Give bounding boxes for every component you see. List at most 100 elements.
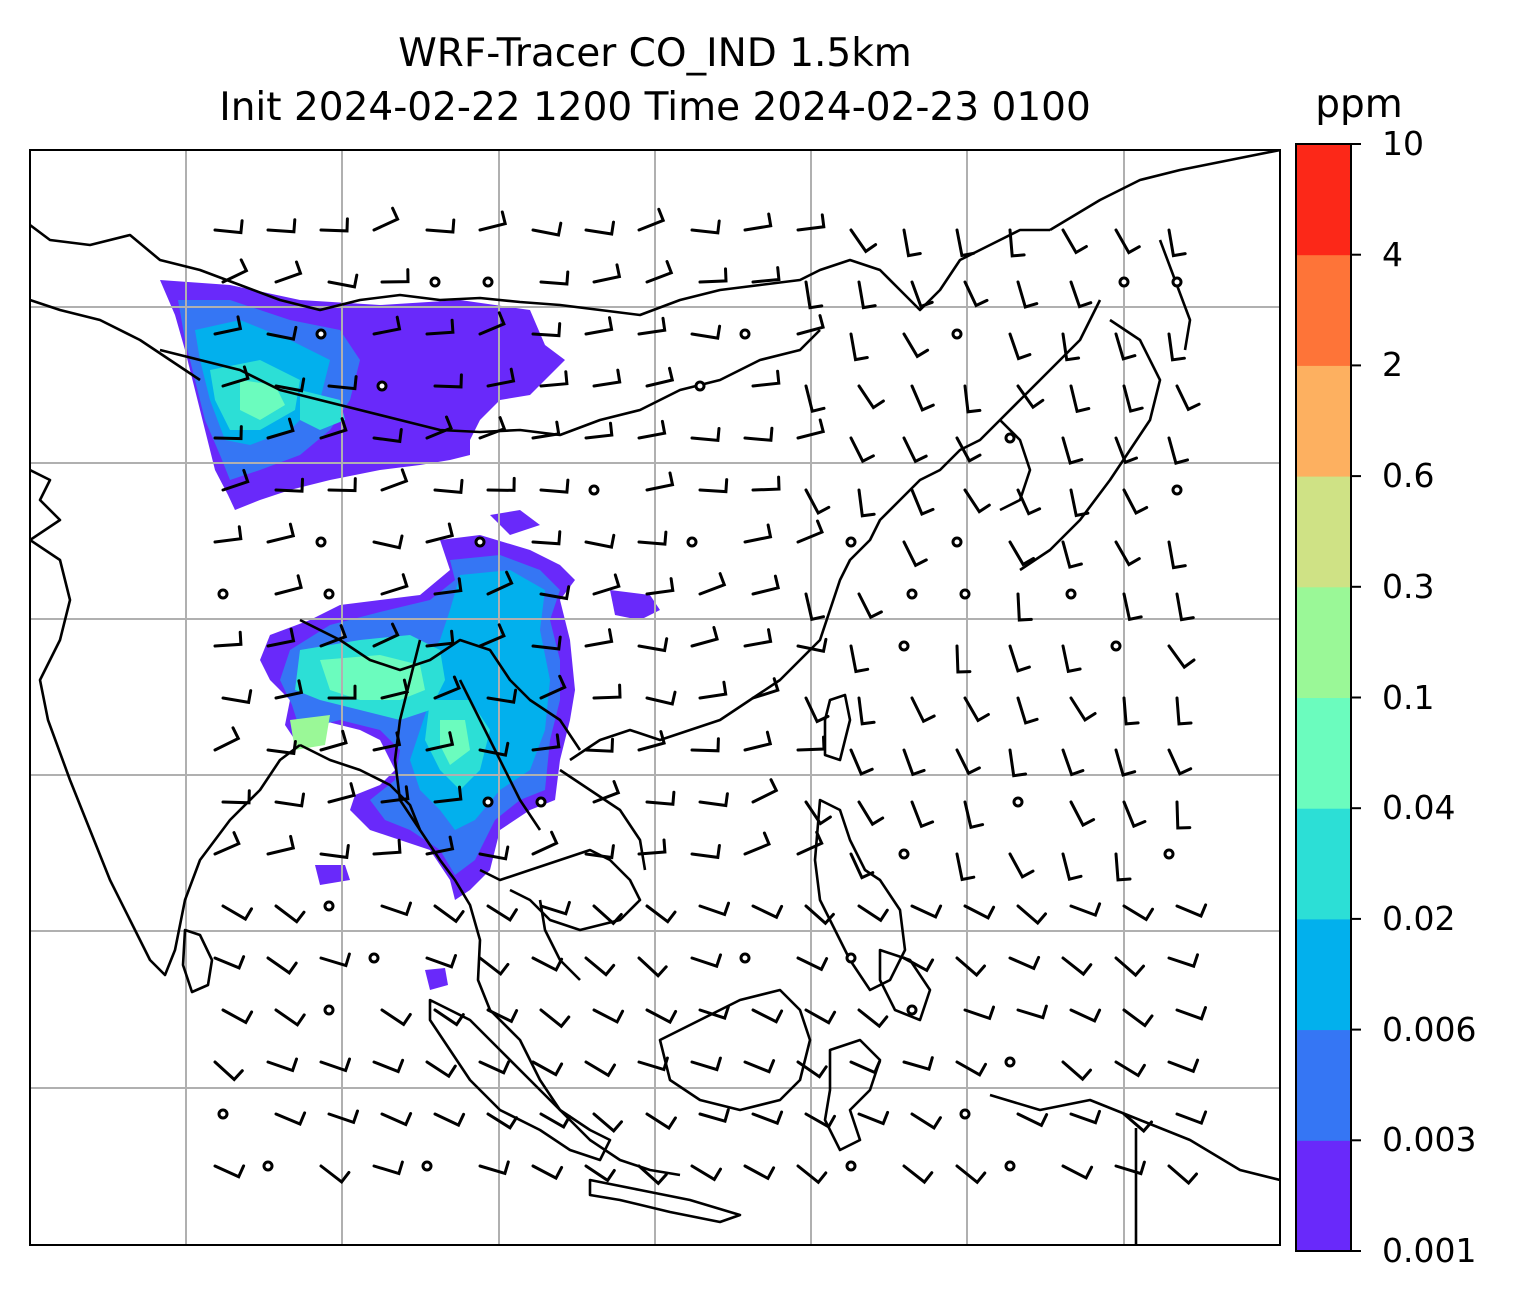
wind-barb [380,785,410,804]
wind-barb [743,1059,776,1074]
wind-barb [486,1008,519,1024]
wind-barb [804,384,826,414]
wind-barb [478,741,510,757]
wind-barb [963,488,991,514]
wind-barb [531,221,563,237]
wind-barb [1122,384,1144,413]
wind-barb [433,785,463,804]
wind-barb [637,1164,668,1186]
coastlines [30,150,1280,1245]
calm-circles [217,276,1183,1172]
wind-barb [221,904,253,922]
colorbar-tick-label: 0.1 [1382,677,1435,717]
wind-barb [804,280,824,310]
wind-barb [690,427,721,443]
wind-barb [425,731,455,752]
calm-circle [686,536,698,548]
wind-barb [1016,384,1045,410]
wind-barb [327,1109,359,1125]
colorbar-tick-label: 0.04 [1382,788,1456,828]
wind-barb [274,377,306,393]
wind-barb [584,844,615,860]
wind-barb [372,534,404,550]
wind-barb [955,1060,987,1077]
wind-barb [743,523,773,544]
wind-barb [849,644,870,674]
wind-barb [637,838,667,856]
wind-barb [486,904,518,922]
wind-barb [1167,953,1199,969]
wind-barb [698,680,728,700]
calm-circle [898,848,910,860]
wind-barb [213,525,243,544]
wind-barb [1175,903,1208,918]
wind-barb [1114,540,1141,567]
wind-barb [955,748,981,776]
calm-circle [217,588,229,600]
wind-barb [902,1056,934,1072]
wind-barb [531,420,561,440]
wind-barb [319,729,348,752]
wind-barb [274,260,303,284]
wind-barb [751,778,779,804]
wind-barb [1008,955,1041,971]
calm-circle [898,640,910,652]
calm-circle [845,536,857,548]
calm-circle [588,484,600,496]
wind-barb [690,953,722,969]
colorbar-segment [1296,144,1351,256]
wind-barb [584,628,614,648]
wind-barb [274,792,305,808]
wind-barb [645,577,675,596]
colorbar-segment [1296,476,1351,588]
wind-barb [425,629,455,648]
wind-barb [319,1164,351,1185]
wind-barb [584,1060,616,1078]
wind-barb [645,690,677,706]
wind-barb [1069,1008,1102,1023]
wind-barb [1016,1112,1049,1128]
wind-barb [327,375,358,391]
wind-barb [804,1112,836,1129]
calm-circle [217,1108,229,1120]
wind-barb [645,471,675,492]
figure-title-line2: Init 2024-02-22 1200 Time 2024-02-23 010… [219,85,1091,130]
wind-barb [372,315,402,336]
wind-barb [433,1112,466,1128]
wind-barb [584,533,616,549]
wind-barb [796,213,826,232]
wind-barb [372,731,402,752]
wind-barb [380,268,410,284]
wind-barb [1069,1109,1101,1125]
wind-barb [910,800,935,829]
wind-barb [266,218,297,234]
wind-barb [213,315,243,336]
wind-barb [698,572,727,596]
calm-circle [739,952,751,964]
wind-barb [1069,384,1091,414]
wind-barb [857,800,885,827]
wind-barb [1008,852,1035,879]
wind-barb [1114,1060,1146,1078]
wind-barb [274,1111,307,1126]
wind-barb [910,904,943,919]
wind-barb [592,904,623,926]
wind-barb [531,322,562,338]
wind-barb [698,792,729,808]
wind-barb [274,1008,306,1027]
wind-barb [1114,956,1145,978]
wind-barb [690,1056,722,1072]
wind-barb [486,367,516,388]
wind-barb [213,726,241,752]
wind-barb [372,206,400,232]
wind-barb [751,266,781,284]
wind-barb [902,540,928,568]
wind-barb [1061,1164,1094,1180]
colorbar-tick-label: 0.006 [1382,1009,1477,1049]
wind-barb [531,1164,564,1181]
wind-barb [849,436,875,464]
wind-barb [319,417,348,440]
wind-barb [539,270,570,286]
wind-barb [1016,1004,1048,1020]
wind-barb [1175,384,1201,412]
